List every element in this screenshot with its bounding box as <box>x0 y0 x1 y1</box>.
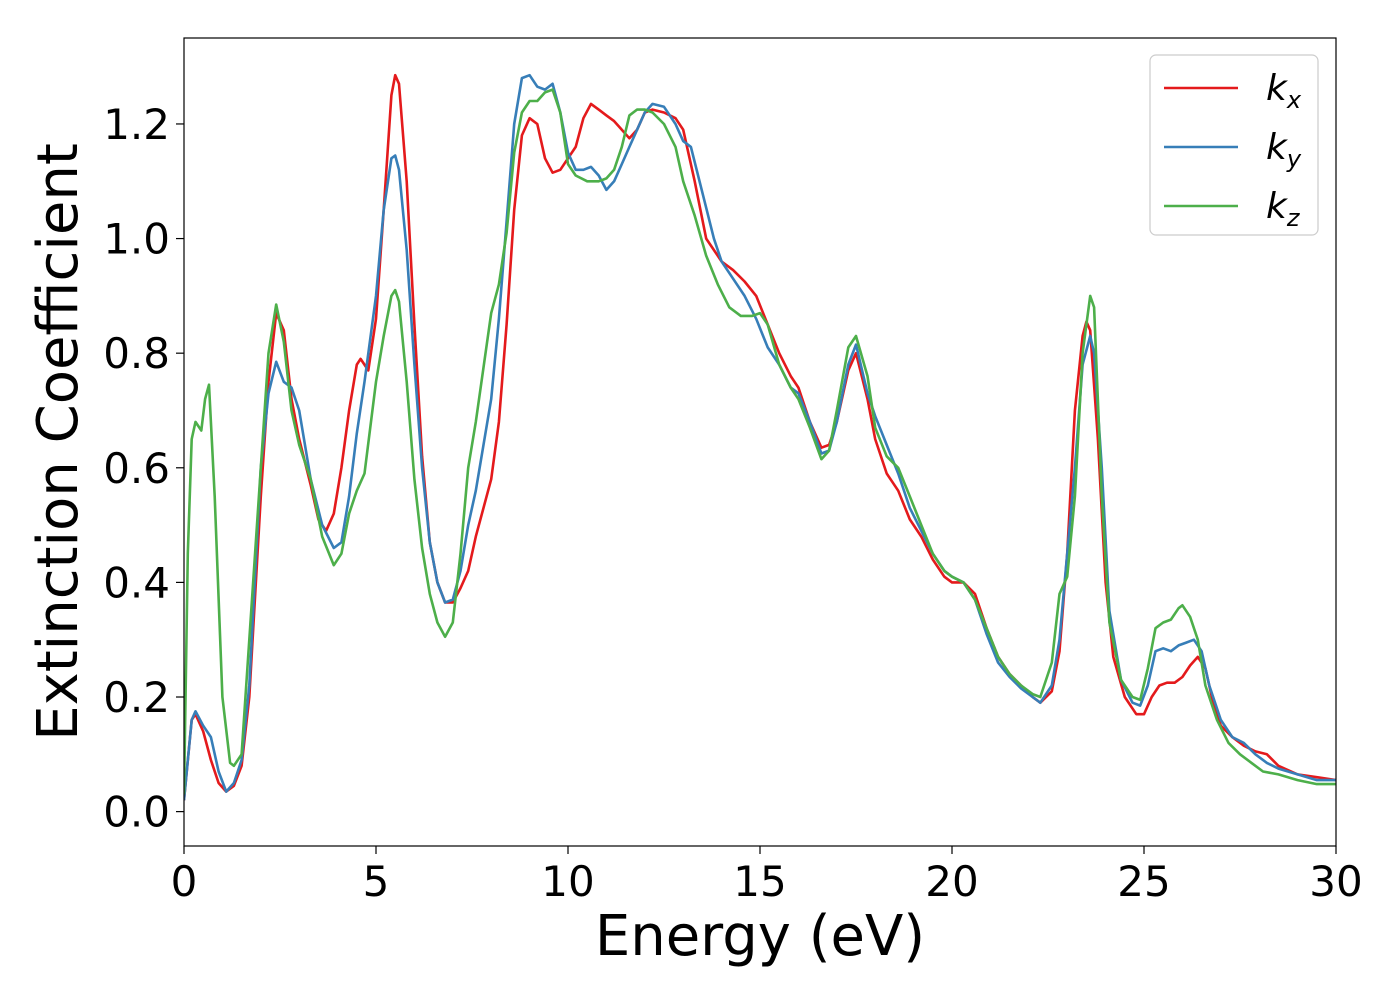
x-tick-label: 25 <box>1117 857 1170 906</box>
y-tick-label: 0.4 <box>103 558 170 607</box>
legend-label-kz: kz <box>1266 186 1301 232</box>
x-axis: 0 5 10 15 20 25 30 <box>171 846 1363 906</box>
x-axis-title: Energy (eV) <box>595 904 925 969</box>
legend-box <box>1149 54 1319 236</box>
series-layer <box>184 73 1336 801</box>
x-tick-label: 0 <box>171 857 198 906</box>
x-tick-label: 10 <box>541 857 594 906</box>
y-tick-label: 0.8 <box>103 329 170 378</box>
y-axis-title: Extinction Coefficient <box>26 143 91 741</box>
y-tick-label: 0.0 <box>103 788 170 837</box>
series-line-kz <box>184 88 1336 795</box>
y-tick-label: 0.2 <box>103 673 170 722</box>
y-tick-label: 1.0 <box>103 215 170 264</box>
x-tick-label: 30 <box>1309 857 1362 906</box>
y-tick-label: 0.6 <box>103 444 170 493</box>
x-tick-label: 15 <box>733 857 786 906</box>
y-axis: 0.0 0.2 0.4 0.6 0.8 1.0 1.2 <box>103 100 184 837</box>
y-tick-label: 1.2 <box>103 100 170 149</box>
x-tick-label: 20 <box>925 857 978 906</box>
x-tick-label: 5 <box>363 857 390 906</box>
